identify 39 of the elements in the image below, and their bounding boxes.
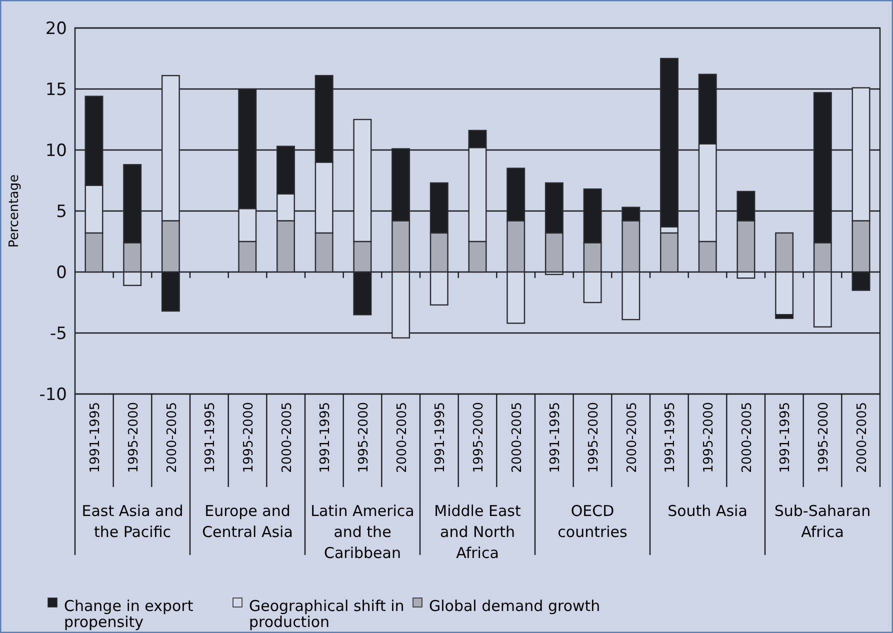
x-tick-label: 2000-2005 bbox=[280, 402, 295, 473]
x-tick-label: 1991-1995 bbox=[663, 402, 678, 473]
x-tick-label: 1995-2000 bbox=[356, 402, 372, 473]
legend-label: Global demand growth bbox=[429, 597, 600, 615]
text: Latin America and the Caribbean bbox=[310, 502, 414, 562]
x-tick-label: 1995-2000 bbox=[586, 402, 602, 473]
x-tick-label: 1995-2000 bbox=[242, 402, 256, 473]
x-tick-label: 2000-2005 bbox=[394, 402, 410, 473]
y-tick-label: 0 bbox=[56, 263, 67, 283]
text: Middle East and North Africa bbox=[434, 502, 521, 562]
y-tick-label: 10 bbox=[45, 141, 67, 161]
x-tick-label: 1995-2000 bbox=[702, 402, 716, 473]
text: OECD countries bbox=[558, 502, 628, 541]
y-axis-title: Percentage bbox=[7, 174, 22, 248]
x-tick-label: 1991-1995 bbox=[548, 402, 564, 473]
y-tick-label: 20 bbox=[45, 19, 67, 39]
y-tick-label: 5 bbox=[56, 202, 67, 222]
x-tick-label: 2000-2005 bbox=[164, 402, 180, 473]
x-tick-label: 2000-2005 bbox=[624, 402, 640, 473]
x-tick-label: 2000-2005 bbox=[740, 402, 755, 473]
x-tick-label: 1991-1995 bbox=[203, 402, 218, 473]
y-tick-label: 15 bbox=[45, 80, 67, 100]
x-tick-label: 1995-2000 bbox=[126, 402, 142, 473]
text: East Asia and the Pacific bbox=[82, 502, 184, 541]
x-tick-label: 1995-2000 bbox=[816, 402, 832, 473]
x-tick-label: 1991-1995 bbox=[88, 402, 104, 473]
y-tick-label: -5 bbox=[50, 324, 67, 344]
text: Sub-Saharan Africa bbox=[774, 502, 871, 541]
legend-label: Geographical shift in production bbox=[249, 597, 404, 631]
x-tick-label: 2000-2005 bbox=[510, 402, 525, 473]
x-tick-label: 1991-1995 bbox=[778, 402, 794, 473]
text: South Asia bbox=[668, 502, 748, 520]
x-tick-label: 1991-1995 bbox=[433, 402, 448, 473]
x-tick-label: 2000-2005 bbox=[854, 402, 870, 473]
text: Europe and Central Asia bbox=[202, 502, 293, 541]
y-tick-label: -10 bbox=[39, 385, 67, 405]
x-tick-label: 1991-1995 bbox=[318, 402, 334, 473]
legend-label: Change in export propensity bbox=[64, 597, 194, 631]
x-tick-label: 1995-2000 bbox=[472, 402, 486, 473]
